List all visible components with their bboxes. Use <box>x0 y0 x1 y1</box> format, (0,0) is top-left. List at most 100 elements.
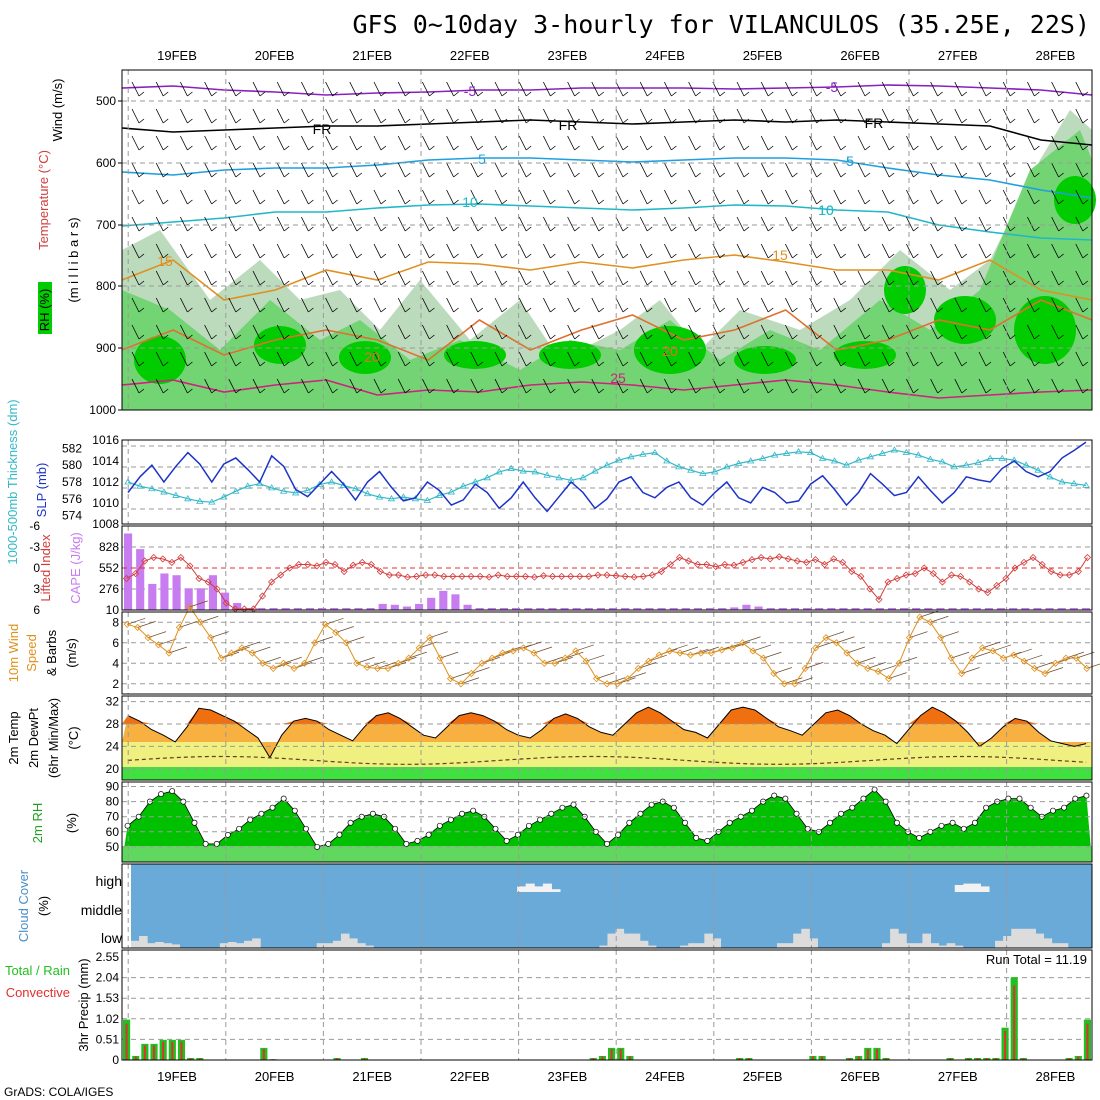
precip-conv-bar <box>153 1045 156 1060</box>
wind-barb-shaft <box>857 216 866 232</box>
precip-conv-bar <box>610 1049 613 1060</box>
wind-barb <box>857 270 871 286</box>
wind-barb-shaft <box>639 162 648 178</box>
wind10-marker <box>843 649 851 657</box>
cloud-low-block <box>696 943 705 948</box>
wind10-marker <box>749 647 757 655</box>
wind-barb-shaft <box>857 135 866 151</box>
wind-barb-flag <box>719 145 726 151</box>
wind-barb-shaft <box>252 135 261 151</box>
wind10-marker <box>916 613 924 621</box>
wind-barb-flag <box>937 388 943 394</box>
wind10-barb <box>1013 648 1032 656</box>
wind10-barb <box>836 636 855 644</box>
wind-barb-shaft <box>518 216 527 232</box>
cape-bar <box>415 603 424 610</box>
wind-barb <box>1051 135 1064 151</box>
wind-barb-shaft <box>1051 189 1059 205</box>
cloud-low-block <box>155 942 164 948</box>
upper-wind-barbs <box>131 81 1089 394</box>
wind-barb <box>180 81 193 97</box>
wind10-barb <box>262 656 281 664</box>
wind-barb <box>446 270 459 286</box>
wind-barb-shaft <box>1051 216 1059 232</box>
wind-barb-flag <box>961 388 968 394</box>
wind-barb <box>543 108 556 124</box>
cloud-low-block <box>1019 928 1028 948</box>
dewpoint-band-green <box>122 767 1092 780</box>
wind-barb <box>325 378 338 394</box>
wind-barb-flag <box>550 280 556 286</box>
wind-barb <box>204 108 217 124</box>
wind-barb <box>664 216 677 232</box>
cape-tick-label: 828 <box>99 540 119 554</box>
wind-barb-flag <box>477 91 484 97</box>
wind10-marker <box>154 641 163 649</box>
millibars-axis-label: (m i l l i b a r s) <box>66 217 81 302</box>
wind10-tick-label: 2 <box>112 677 119 691</box>
wind10-barb <box>158 638 177 646</box>
thickness-marker <box>459 482 468 489</box>
run-total: Run Total = 11.19 <box>986 952 1087 967</box>
wind-barb-shaft <box>736 378 745 394</box>
wind-barb <box>906 216 919 232</box>
wind-barb-flag <box>695 361 701 367</box>
wind-barb-shaft <box>325 108 333 124</box>
wind-barb <box>494 81 508 97</box>
wind-barb-shaft <box>615 216 624 232</box>
wind-barb-shaft <box>422 297 430 313</box>
wind-barb-shaft <box>276 108 285 124</box>
cloud-low-block <box>147 943 156 948</box>
wind-barb-shaft <box>833 324 842 340</box>
wind10-barb <box>867 662 886 669</box>
wind10-marker <box>978 644 987 652</box>
wind10-marker <box>353 659 361 667</box>
wind-barb-shaft <box>857 270 866 286</box>
wind-barb-flag <box>792 253 798 259</box>
wind-barb-flag <box>622 334 629 340</box>
wind-barb-shaft <box>543 351 551 367</box>
wind-barb <box>785 216 798 232</box>
wind-barb-flag <box>719 361 726 367</box>
wind-barb <box>930 108 943 124</box>
wind-barb-flag <box>622 145 629 151</box>
wind-barb-flag <box>743 172 750 178</box>
wind-barb <box>1051 108 1064 124</box>
li-marker <box>966 578 974 586</box>
li-marker <box>685 557 693 565</box>
wind-barb-shaft <box>785 162 793 178</box>
wind10-barb <box>596 672 615 679</box>
wind-barb <box>252 216 266 232</box>
wind-barb <box>857 81 871 97</box>
wind-barb-flag <box>743 145 750 151</box>
wind-barb-shaft <box>906 243 914 259</box>
wind-barb-shaft <box>276 162 285 178</box>
wind-barb-flag <box>719 199 726 205</box>
thickness-marker <box>339 481 348 488</box>
wind-barb-flag <box>622 280 629 286</box>
li-marker <box>1002 574 1010 583</box>
wind-barb <box>591 135 605 151</box>
wind-barb-flag <box>308 361 314 367</box>
wind-barb <box>276 108 290 124</box>
wind-barb <box>397 324 411 340</box>
wind-barb <box>639 189 653 205</box>
wind-barb-shaft <box>688 243 696 259</box>
wind-barb-shaft <box>567 297 575 313</box>
wind-barb-shaft <box>591 351 600 367</box>
cloud-low-block <box>954 945 964 948</box>
wind-barb-flag <box>574 388 580 394</box>
wind-barb-flag <box>937 226 943 232</box>
wind-barb <box>688 108 701 124</box>
wind10-speed-label: Speed <box>24 634 39 672</box>
wind-barb <box>881 189 895 205</box>
wind-barb-flag <box>622 226 629 232</box>
rh2m-marker <box>983 804 990 811</box>
wind-barb-flag <box>1034 91 1040 97</box>
thickness-marker <box>902 448 911 455</box>
wind-barb <box>639 216 653 232</box>
thickness-marker <box>220 493 228 500</box>
wind-barb-flag <box>283 199 290 205</box>
wind-barb-flag <box>525 361 532 367</box>
slp-tick-label: 1012 <box>92 475 119 489</box>
